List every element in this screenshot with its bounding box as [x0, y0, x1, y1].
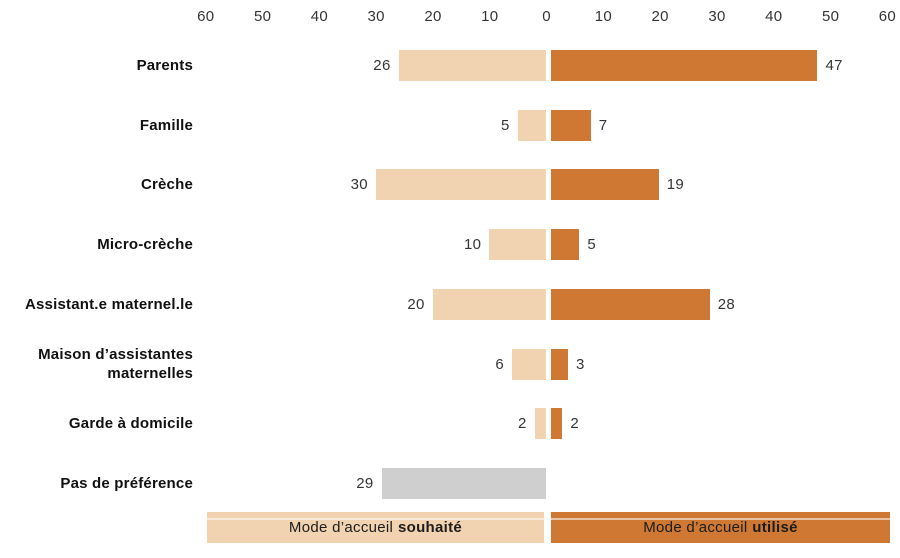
- axis-tick-label: 30: [367, 8, 385, 25]
- value-label-wished: 2: [518, 415, 527, 433]
- axis-tick-label: 10: [594, 8, 613, 25]
- category-label: Pas de préférence: [60, 474, 193, 492]
- axis-tick-label: 20: [424, 8, 442, 25]
- bar-used: [551, 288, 710, 320]
- bar-wished: [398, 50, 546, 81]
- bar-used: [551, 50, 818, 81]
- value-label-used: 19: [666, 176, 685, 194]
- value-label-wished: 26: [373, 57, 391, 74]
- axis-tick-label: 0: [542, 8, 551, 25]
- bar-used: [551, 408, 563, 440]
- category-label: Parents: [136, 57, 193, 74]
- value-label-used: 28: [717, 295, 736, 313]
- value-label-wished: 30: [350, 176, 368, 194]
- bar-wished: [432, 288, 546, 320]
- category-label: Maison d’assistantes maternelles: [38, 346, 193, 382]
- value-label-wished: 20: [407, 295, 425, 313]
- legend-wished: Mode d’accueil souhaité: [207, 512, 544, 543]
- bar-wished: [517, 109, 546, 141]
- bar-wished: [511, 348, 546, 380]
- axis-tick-label: 50: [821, 8, 840, 25]
- legend-stripe: [207, 518, 544, 520]
- axis-tick-label: 30: [708, 8, 726, 25]
- category-label: Assistant.e maternel.le: [24, 295, 193, 313]
- value-label-used: 2: [570, 415, 579, 433]
- category-label: Micro-crèche: [97, 236, 193, 254]
- bar-no-preference: [381, 467, 546, 499]
- axis-tick-label: 50: [253, 8, 272, 25]
- bar-used: [551, 229, 580, 261]
- bar-used: [551, 169, 659, 201]
- value-label-wished: 6: [495, 355, 504, 373]
- value-label-used: 47: [825, 57, 843, 74]
- bar-used: [551, 348, 568, 380]
- bar-wished: [489, 229, 546, 261]
- legend-wished-bold: souhaité: [397, 519, 463, 536]
- axis-tick-label: 20: [651, 8, 669, 25]
- value-label-used: 7: [598, 116, 608, 134]
- value-label-wished: 5: [501, 116, 510, 134]
- legend-stripe: [551, 518, 890, 520]
- category-label: Famille: [139, 116, 193, 134]
- axis-tick-label: 60: [878, 8, 897, 25]
- axis-tick-label: 40: [310, 8, 329, 25]
- legend-used: Mode d’accueil utilisé: [551, 512, 890, 543]
- bar-wished: [534, 408, 546, 440]
- value-label-used: 5: [587, 236, 596, 254]
- category-label: Crèche: [140, 176, 193, 194]
- legend-used-bold: utilisé: [752, 519, 798, 536]
- value-label-wished: 10: [464, 236, 482, 254]
- legend-used-prefix: Mode d’accueil: [643, 519, 748, 536]
- value-label-used: 3: [576, 355, 585, 373]
- axis-tick-label: 40: [765, 8, 783, 25]
- bar-used: [551, 109, 591, 141]
- category-label: Garde à domicile: [68, 415, 193, 433]
- legend-wished-prefix: Mode d’accueil: [288, 519, 394, 536]
- value-label-wished: 29: [356, 474, 374, 492]
- axis-tick-label: 60: [197, 8, 215, 25]
- axis-tick-label: 10: [481, 8, 499, 25]
- bar-wished: [375, 169, 546, 201]
